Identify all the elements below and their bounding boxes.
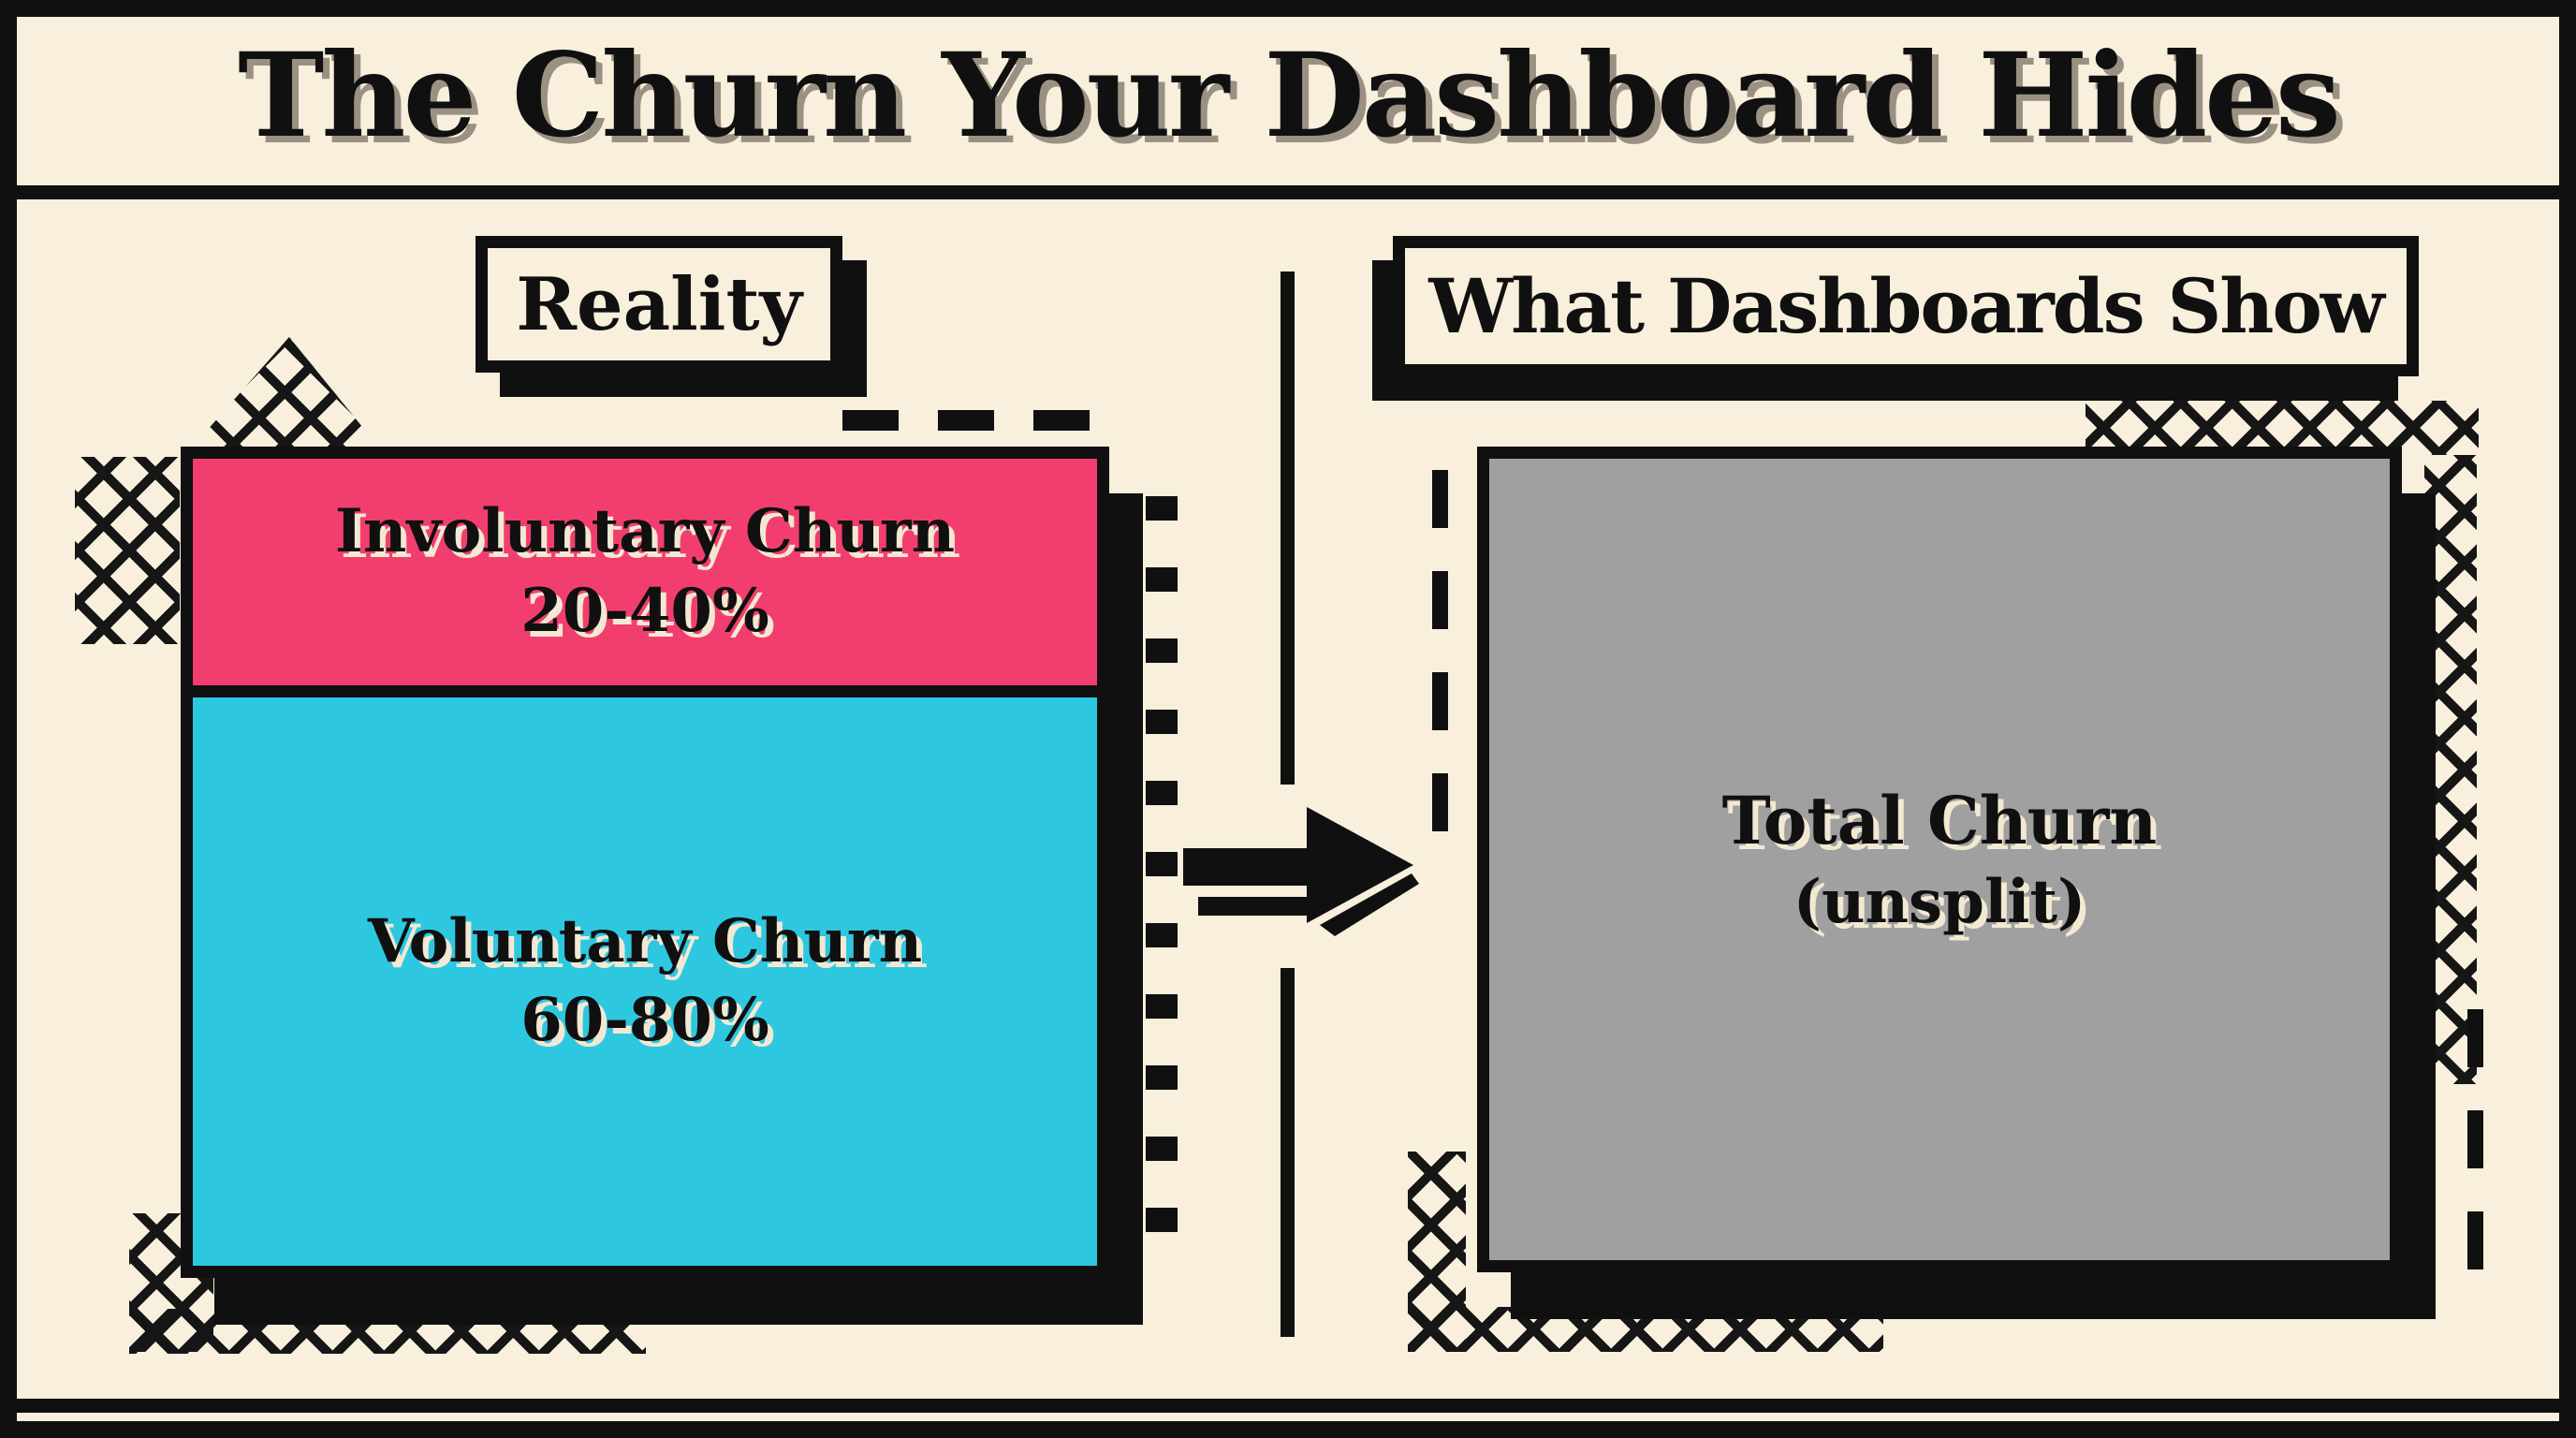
crosshatch-left-of-bar — [75, 457, 180, 644]
involuntary-churn-segment: Involuntary Churn 20-40% — [193, 459, 1097, 685]
voluntary-churn-name: Voluntary Churn — [367, 905, 923, 976]
involuntary-churn-name: Involuntary Churn — [334, 496, 956, 567]
center-divider-lower — [1281, 968, 1295, 1337]
dashed-line-right-of-graybox — [2467, 1009, 2483, 1276]
involuntary-churn-value: 20-40% — [520, 575, 769, 646]
reality-label: Reality — [516, 261, 802, 347]
voluntary-churn-value: 60-80% — [520, 985, 769, 1056]
voluntary-churn-segment: Voluntary Churn 60-80% — [193, 697, 1097, 1266]
bottom-rule-line — [17, 1399, 2559, 1413]
page-title: The Churn Your Dashboard Hides — [238, 28, 2341, 164]
reality-label-badge: Reality — [476, 236, 842, 373]
dashed-line-left-of-graybox — [1432, 470, 1448, 835]
dashed-line-above-bar — [842, 410, 1105, 431]
zipper-teeth-right-of-bar — [1146, 496, 1178, 1236]
dashboards-label-badge: What Dashboards Show — [1393, 236, 2419, 376]
crosshatch-bar-bottom-band — [129, 1309, 646, 1354]
title-divider-line — [0, 185, 2576, 199]
total-churn-box: Total Churn (unsplit) — [1477, 447, 2402, 1272]
segment-divider — [193, 684, 1097, 697]
center-divider-upper — [1281, 271, 1295, 785]
right-arrow-icon — [1178, 794, 1421, 939]
reality-stacked-bar: Involuntary Churn 20-40% Voluntary Churn… — [181, 447, 1109, 1278]
total-churn-line1: Total Churn — [1721, 781, 2158, 859]
dashboards-label: What Dashboards Show — [1428, 262, 2384, 350]
crosshatch-graybox-bottom-band — [1408, 1307, 1883, 1352]
crosshatch-graybox-top-band — [2086, 401, 2479, 455]
crosshatch-pyramid-topleft — [192, 337, 379, 448]
total-churn-line2: (unsplit) — [1793, 866, 2086, 937]
crosshatch-graybox-right-strip — [2424, 455, 2477, 1084]
